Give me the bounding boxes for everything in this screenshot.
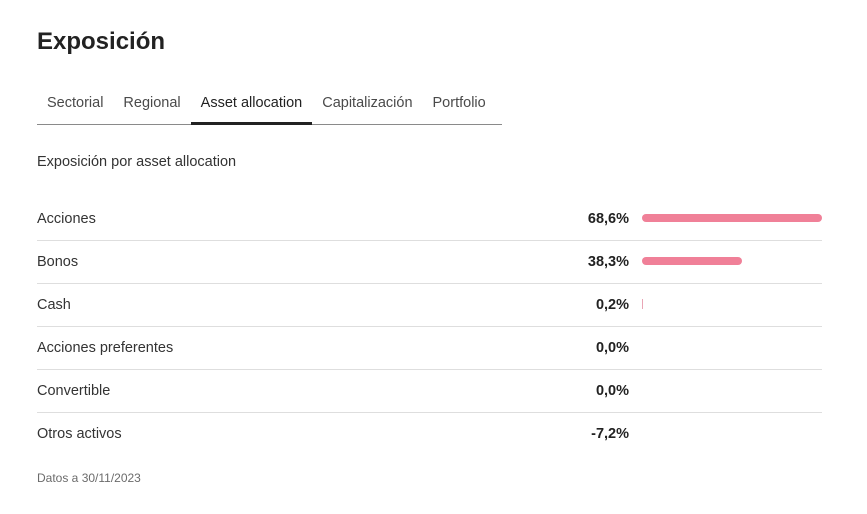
allocation-value: 0,0% [595, 383, 629, 399]
allocation-label: Cash [37, 297, 71, 313]
allocation-bar-track [642, 257, 822, 265]
section-subtitle: Exposición por asset allocation [37, 154, 237, 170]
allocation-bar [642, 257, 743, 265]
allocation-bar-track [642, 386, 822, 394]
allocation-row-bonos: Bonos 38,3% [37, 241, 822, 284]
allocation-row-acciones: Acciones 68,6% [37, 198, 822, 241]
allocation-row-otros-activos: Otros activos -7,2% [37, 413, 822, 456]
allocation-row-convertible: Convertible 0,0% [37, 370, 822, 413]
allocation-label: Convertible [37, 383, 111, 399]
allocation-row-cash: Cash 0,2% [37, 284, 822, 327]
tab-portfolio[interactable]: Portfolio [432, 95, 486, 111]
tab-regional[interactable]: Regional [123, 95, 181, 111]
data-date-footnote: Datos a 30/11/2023 [37, 471, 141, 485]
allocation-label: Otros activos [37, 426, 122, 442]
allocation-value: 38,3% [587, 254, 629, 270]
page-title: Exposición [37, 28, 166, 55]
allocation-bar-track [642, 429, 822, 437]
allocation-label: Acciones preferentes [37, 340, 174, 356]
allocation-bar [642, 299, 643, 309]
allocation-bar-track [642, 214, 822, 222]
tab-asset-allocation[interactable]: Asset allocation [190, 92, 313, 125]
allocation-bar [642, 214, 822, 222]
allocation-list: Acciones 68,6% Bonos 38,3% Cash 0,2% Acc… [37, 198, 822, 456]
allocation-value: 68,6% [587, 211, 629, 227]
allocation-bar-track [642, 343, 822, 351]
tab-bar: Sectorial Regional Asset allocation Capi… [37, 92, 502, 125]
tab-sectorial[interactable]: Sectorial [47, 95, 104, 111]
allocation-label: Acciones [37, 211, 96, 227]
allocation-value: 0,2% [595, 297, 629, 313]
allocation-value: -7,2% [591, 426, 629, 442]
allocation-label: Bonos [37, 254, 79, 270]
allocation-row-acciones-preferentes: Acciones preferentes 0,0% [37, 327, 822, 370]
allocation-value: 0,0% [595, 340, 629, 356]
allocation-bar-track [642, 299, 822, 309]
tab-capitalizacion[interactable]: Capitalización [322, 95, 413, 111]
